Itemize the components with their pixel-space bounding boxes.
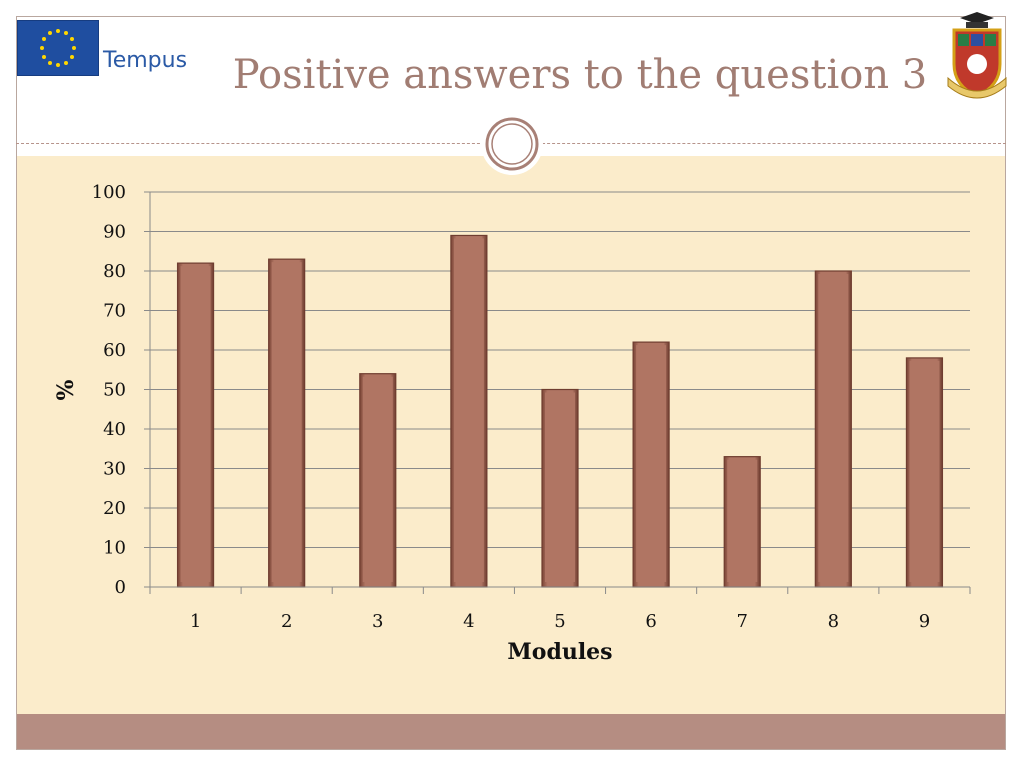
x-axis-title: Modules [507, 639, 612, 665]
x-tick-label: 3 [372, 611, 383, 632]
y-tick-label: 80 [103, 261, 126, 282]
x-tick-label: 7 [736, 611, 747, 632]
bars [176, 234, 944, 588]
page-title: Positive answers to the question 3 [232, 52, 928, 98]
bar-2 [268, 258, 306, 588]
bar-face [453, 238, 484, 582]
bar-8 [814, 270, 852, 588]
y-tick-label: 0 [115, 577, 126, 598]
university-crest-icon [946, 12, 1008, 106]
bar-face [636, 345, 667, 582]
x-tick-label: 1 [190, 611, 201, 632]
x-tick-label: 4 [463, 611, 474, 632]
ring-ornament-icon [480, 112, 544, 176]
bar-face [545, 392, 575, 582]
y-tick-label: 90 [103, 222, 126, 243]
bar-7 [723, 456, 761, 588]
y-tick-label: 100 [92, 182, 126, 203]
bar-4 [450, 234, 488, 588]
logo-text: Tempus [103, 48, 188, 73]
bar-9 [905, 357, 944, 588]
bar-face [909, 360, 940, 582]
x-tick-label: 2 [281, 611, 292, 632]
bar-face [271, 262, 302, 582]
bar-face [727, 459, 758, 582]
y-tick-label: 70 [103, 301, 126, 322]
axes: 0 10 20 30 40 50 60 70 80 90 100 1 2 3 4 5 6 7 8 9 [92, 182, 971, 632]
footer-bar [17, 714, 1005, 749]
y-tick-label: 20 [103, 498, 126, 519]
bar-6 [632, 341, 670, 588]
y-tick-label: 50 [103, 380, 126, 401]
y-tick-label: 60 [103, 340, 126, 361]
eu-flag-icon [17, 20, 99, 76]
x-tick-label: 6 [645, 611, 656, 632]
bar-face [818, 274, 849, 582]
bar-1 [176, 262, 215, 588]
bar-face [362, 376, 393, 582]
tempus-logo: Tempus [17, 20, 197, 78]
y-axis-title: % [53, 379, 79, 400]
bar-3 [359, 373, 397, 588]
bar-face [180, 266, 211, 582]
y-tick-label: 30 [103, 459, 126, 480]
x-tick-label: 5 [554, 611, 565, 632]
x-tick-label: 8 [828, 611, 839, 632]
bar-5 [541, 388, 579, 588]
x-tick-label: 9 [919, 611, 930, 632]
y-tick-label: 10 [103, 538, 126, 559]
slide-frame [16, 16, 1006, 750]
y-tick-label: 40 [103, 419, 126, 440]
